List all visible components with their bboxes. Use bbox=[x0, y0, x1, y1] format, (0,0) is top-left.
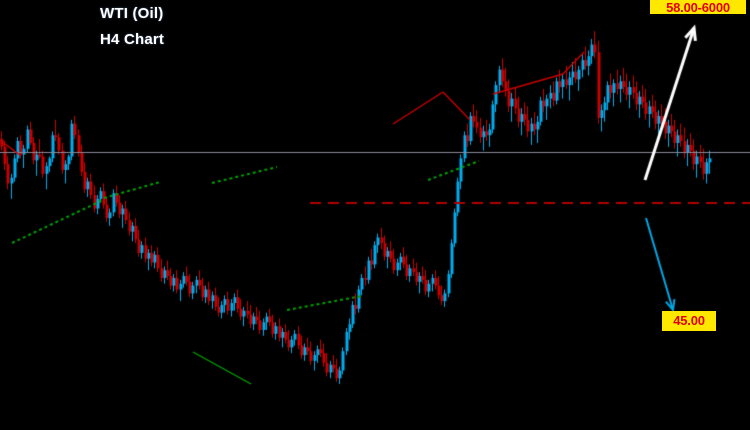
timeframe-label: H4 Chart bbox=[100, 31, 165, 48]
instrument-label: WTI (Oil) bbox=[100, 5, 164, 22]
upside-target-price-tag: 58.00-6000 bbox=[650, 0, 746, 14]
chart-title-block: WTI (Oil) H4 Chart bbox=[100, 6, 164, 47]
downside-target-price-tag: 45.00 bbox=[662, 311, 716, 331]
